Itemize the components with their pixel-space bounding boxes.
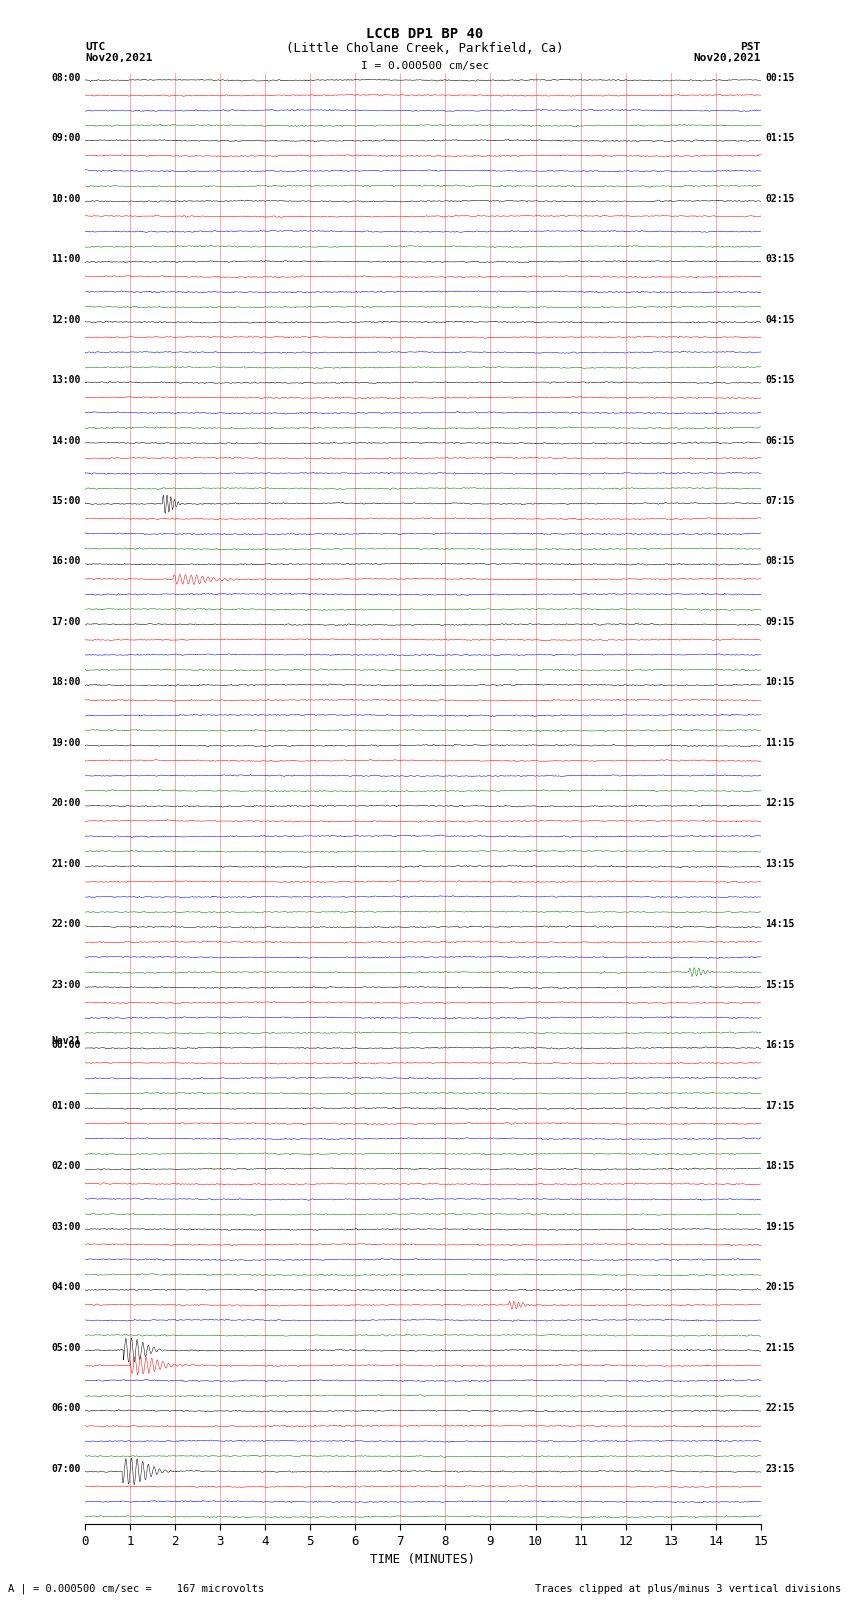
Text: 22:15: 22:15 bbox=[765, 1403, 795, 1413]
Text: PST: PST bbox=[740, 42, 761, 52]
Text: 12:15: 12:15 bbox=[765, 798, 795, 808]
Text: 10:00: 10:00 bbox=[51, 194, 81, 203]
Text: 16:00: 16:00 bbox=[51, 556, 81, 566]
Text: 18:00: 18:00 bbox=[51, 677, 81, 687]
Text: 13:15: 13:15 bbox=[765, 860, 795, 869]
Text: 05:15: 05:15 bbox=[765, 376, 795, 386]
Text: 05:00: 05:00 bbox=[51, 1342, 81, 1353]
Text: 14:00: 14:00 bbox=[51, 436, 81, 445]
Text: 09:00: 09:00 bbox=[51, 134, 81, 144]
Text: UTC: UTC bbox=[85, 42, 105, 52]
Text: A | = 0.000500 cm/sec =    167 microvolts: A | = 0.000500 cm/sec = 167 microvolts bbox=[8, 1582, 264, 1594]
Text: 12:00: 12:00 bbox=[51, 315, 81, 324]
Text: 14:15: 14:15 bbox=[765, 919, 795, 929]
Text: 20:00: 20:00 bbox=[51, 798, 81, 808]
Text: 01:15: 01:15 bbox=[765, 134, 795, 144]
Text: 21:00: 21:00 bbox=[51, 860, 81, 869]
Text: 09:15: 09:15 bbox=[765, 618, 795, 627]
Text: 16:15: 16:15 bbox=[765, 1040, 795, 1050]
Text: 22:00: 22:00 bbox=[51, 919, 81, 929]
Text: 04:15: 04:15 bbox=[765, 315, 795, 324]
Text: 17:00: 17:00 bbox=[51, 618, 81, 627]
Text: 11:00: 11:00 bbox=[51, 255, 81, 265]
Text: 13:00: 13:00 bbox=[51, 376, 81, 386]
Text: 19:15: 19:15 bbox=[765, 1223, 795, 1232]
Text: 17:15: 17:15 bbox=[765, 1100, 795, 1111]
Text: 23:15: 23:15 bbox=[765, 1465, 795, 1474]
Text: 06:15: 06:15 bbox=[765, 436, 795, 445]
Text: 11:15: 11:15 bbox=[765, 739, 795, 748]
Text: 08:15: 08:15 bbox=[765, 556, 795, 566]
Text: 03:15: 03:15 bbox=[765, 255, 795, 265]
Text: Traces clipped at plus/minus 3 vertical divisions: Traces clipped at plus/minus 3 vertical … bbox=[536, 1584, 842, 1594]
Text: 04:00: 04:00 bbox=[51, 1282, 81, 1292]
Text: Nov20,2021: Nov20,2021 bbox=[694, 53, 761, 63]
Text: 00:00: 00:00 bbox=[51, 1040, 81, 1050]
Text: 07:00: 07:00 bbox=[51, 1465, 81, 1474]
Text: 07:15: 07:15 bbox=[765, 497, 795, 506]
Text: 02:15: 02:15 bbox=[765, 194, 795, 203]
Text: 21:15: 21:15 bbox=[765, 1342, 795, 1353]
Text: 15:15: 15:15 bbox=[765, 981, 795, 990]
Text: LCCB DP1 BP 40: LCCB DP1 BP 40 bbox=[366, 27, 484, 42]
Text: 08:00: 08:00 bbox=[51, 73, 81, 82]
Text: 19:00: 19:00 bbox=[51, 739, 81, 748]
Text: Nov21: Nov21 bbox=[51, 1036, 81, 1045]
X-axis label: TIME (MINUTES): TIME (MINUTES) bbox=[371, 1553, 475, 1566]
Text: 10:15: 10:15 bbox=[765, 677, 795, 687]
Text: (Little Cholane Creek, Parkfield, Ca): (Little Cholane Creek, Parkfield, Ca) bbox=[286, 42, 564, 55]
Text: 18:15: 18:15 bbox=[765, 1161, 795, 1171]
Text: Nov20,2021: Nov20,2021 bbox=[85, 53, 152, 63]
Text: I = 0.000500 cm/sec: I = 0.000500 cm/sec bbox=[361, 61, 489, 71]
Text: 03:00: 03:00 bbox=[51, 1223, 81, 1232]
Text: 01:00: 01:00 bbox=[51, 1100, 81, 1111]
Text: 02:00: 02:00 bbox=[51, 1161, 81, 1171]
Text: 15:00: 15:00 bbox=[51, 497, 81, 506]
Text: 23:00: 23:00 bbox=[51, 981, 81, 990]
Text: 00:15: 00:15 bbox=[765, 73, 795, 82]
Text: 06:00: 06:00 bbox=[51, 1403, 81, 1413]
Text: 20:15: 20:15 bbox=[765, 1282, 795, 1292]
